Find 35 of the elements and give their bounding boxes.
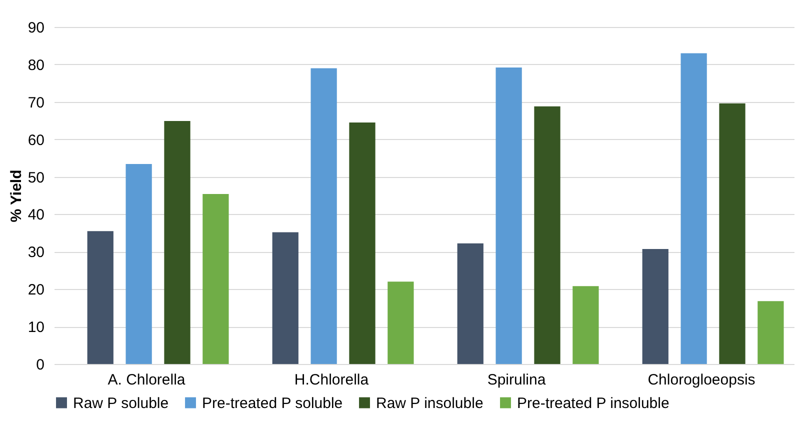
bar (680, 53, 707, 364)
legend-label: Pre-treated P soluble (202, 394, 343, 412)
x-tick-label: A. Chlorella (108, 372, 186, 388)
y-tick-label: 40 (28, 206, 44, 224)
bar (349, 122, 376, 364)
bar (310, 68, 337, 364)
x-tick-label: H.Chlorella (294, 372, 370, 388)
y-tick-label: 10 (28, 319, 44, 336)
x-tick-label: Spirulina (487, 372, 546, 388)
bar (496, 67, 522, 364)
bar (126, 164, 152, 364)
bar (457, 243, 484, 364)
bar (388, 282, 414, 364)
y-tick-label: 30 (28, 244, 44, 262)
y-tick-label: 80 (28, 56, 44, 74)
bar (272, 232, 298, 364)
legend-label: Raw P soluble (73, 394, 169, 412)
y-axis-title: % Yield (8, 170, 25, 222)
legend-label: Pre-treated P insoluble (517, 394, 670, 412)
x-tick-label: Chlorogloeopsis (648, 372, 756, 388)
bar (572, 286, 599, 364)
y-tick-label: 60 (28, 132, 44, 149)
y-tick-label: 90 (28, 20, 44, 36)
bar (87, 231, 114, 364)
bar (202, 194, 229, 364)
bar (758, 301, 784, 364)
y-tick-label: 20 (28, 282, 44, 299)
legend-label: Raw P insoluble (376, 394, 484, 412)
y-tick-label: 70 (28, 94, 44, 112)
bar (719, 103, 746, 364)
y-tick-label: 50 (28, 169, 44, 186)
bar (534, 106, 560, 364)
bar (164, 120, 190, 364)
bar (642, 249, 668, 364)
y-tick-label: 0 (36, 356, 44, 374)
